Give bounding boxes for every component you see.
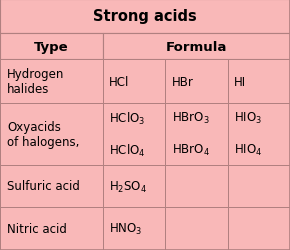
- Bar: [103, 165, 165, 208]
- Text: HCl: HCl: [109, 76, 130, 88]
- Text: Hydrogen
halides: Hydrogen halides: [7, 68, 65, 96]
- Bar: [0, 60, 103, 104]
- Bar: [103, 60, 165, 104]
- Bar: [228, 208, 290, 250]
- Text: Type: Type: [34, 40, 69, 53]
- Text: HIO$_4$: HIO$_4$: [234, 143, 262, 158]
- Text: HBrO$_3$: HBrO$_3$: [171, 111, 209, 126]
- Bar: [0, 104, 103, 165]
- Bar: [0, 34, 103, 60]
- Bar: [228, 60, 290, 104]
- Bar: [103, 208, 165, 250]
- Text: Oxyacids
of halogens,: Oxyacids of halogens,: [7, 120, 80, 148]
- Text: HI: HI: [234, 76, 246, 88]
- Bar: [103, 104, 165, 165]
- Text: H$_2$SO$_4$: H$_2$SO$_4$: [109, 179, 147, 194]
- Bar: [165, 60, 228, 104]
- Text: Sulfuric acid: Sulfuric acid: [7, 180, 80, 193]
- Text: HIO$_3$: HIO$_3$: [234, 111, 262, 126]
- Bar: [165, 165, 228, 208]
- Text: HClO$_3$: HClO$_3$: [109, 110, 145, 126]
- Bar: [0, 165, 103, 208]
- Bar: [165, 104, 228, 165]
- Text: HBr: HBr: [171, 76, 193, 88]
- Text: Formula: Formula: [166, 40, 227, 53]
- Bar: [0, 0, 290, 34]
- Text: HBrO$_4$: HBrO$_4$: [171, 143, 209, 158]
- Bar: [0, 208, 103, 250]
- Bar: [228, 165, 290, 208]
- Text: Nitric acid: Nitric acid: [7, 222, 67, 235]
- Text: Strong acids: Strong acids: [93, 10, 197, 24]
- Text: HNO$_3$: HNO$_3$: [109, 221, 143, 236]
- Bar: [103, 34, 290, 60]
- Bar: [228, 104, 290, 165]
- Text: HClO$_4$: HClO$_4$: [109, 142, 146, 158]
- Bar: [165, 208, 228, 250]
